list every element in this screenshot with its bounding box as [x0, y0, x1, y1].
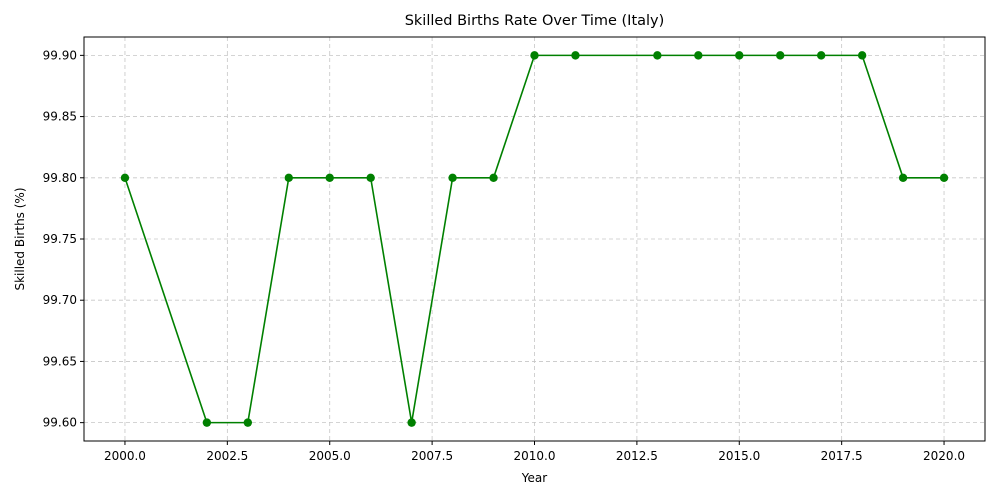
x-tick-label: 2017.5: [821, 449, 863, 463]
data-point: [571, 51, 580, 60]
data-point: [694, 51, 703, 60]
data-point: [284, 173, 293, 182]
y-tick-label: 99.75: [43, 232, 77, 246]
data-point: [816, 51, 826, 60]
y-tick-label: 99.90: [43, 48, 77, 62]
data-point: [489, 173, 498, 182]
y-axis: 99.60 99.65 99.70 99.75 99.80 99.85 99.90: [43, 48, 84, 430]
data-point: [735, 51, 744, 60]
x-tick-label: 2020.0: [923, 449, 965, 463]
y-tick-label: 99.70: [43, 293, 77, 307]
y-tick-label: 99.65: [43, 354, 77, 368]
series-area: [120, 51, 949, 427]
data-point: [202, 418, 212, 427]
y-tick-label: 99.80: [43, 171, 77, 185]
data-point: [243, 418, 253, 427]
x-axis: 2000.0 2002.5 2005.0 2007.5 2010.0 2012.5 2015…: [104, 441, 965, 463]
data-point: [325, 173, 334, 182]
data-point: [898, 173, 908, 182]
x-axis-label: Year: [521, 471, 547, 485]
data-point: [653, 51, 662, 60]
data-point: [448, 173, 457, 182]
y-tick-label: 99.85: [43, 110, 77, 124]
chart-title: Skilled Births Rate Over Time (Italy): [405, 13, 665, 29]
data-point: [530, 51, 539, 60]
x-tick-label: 2007.5: [411, 449, 453, 463]
x-tick-label: 2010.0: [514, 449, 556, 463]
x-tick-label: 2005.0: [309, 449, 351, 463]
x-tick-label: 2012.5: [616, 449, 658, 463]
data-point: [857, 51, 867, 60]
data-point: [407, 418, 416, 427]
data-point: [366, 173, 375, 182]
grid: [84, 37, 985, 441]
data-point: [120, 173, 130, 182]
x-tick-label: 2015.0: [718, 449, 760, 463]
plot-frame: [83, 36, 986, 442]
y-axis-label: Skilled Births (%): [13, 187, 27, 290]
data-point: [939, 173, 949, 182]
x-tick-label: 2002.5: [206, 449, 248, 463]
x-tick-label: 2000.0: [104, 449, 146, 463]
y-tick-label: 99.60: [43, 416, 77, 430]
data-point: [776, 51, 785, 60]
